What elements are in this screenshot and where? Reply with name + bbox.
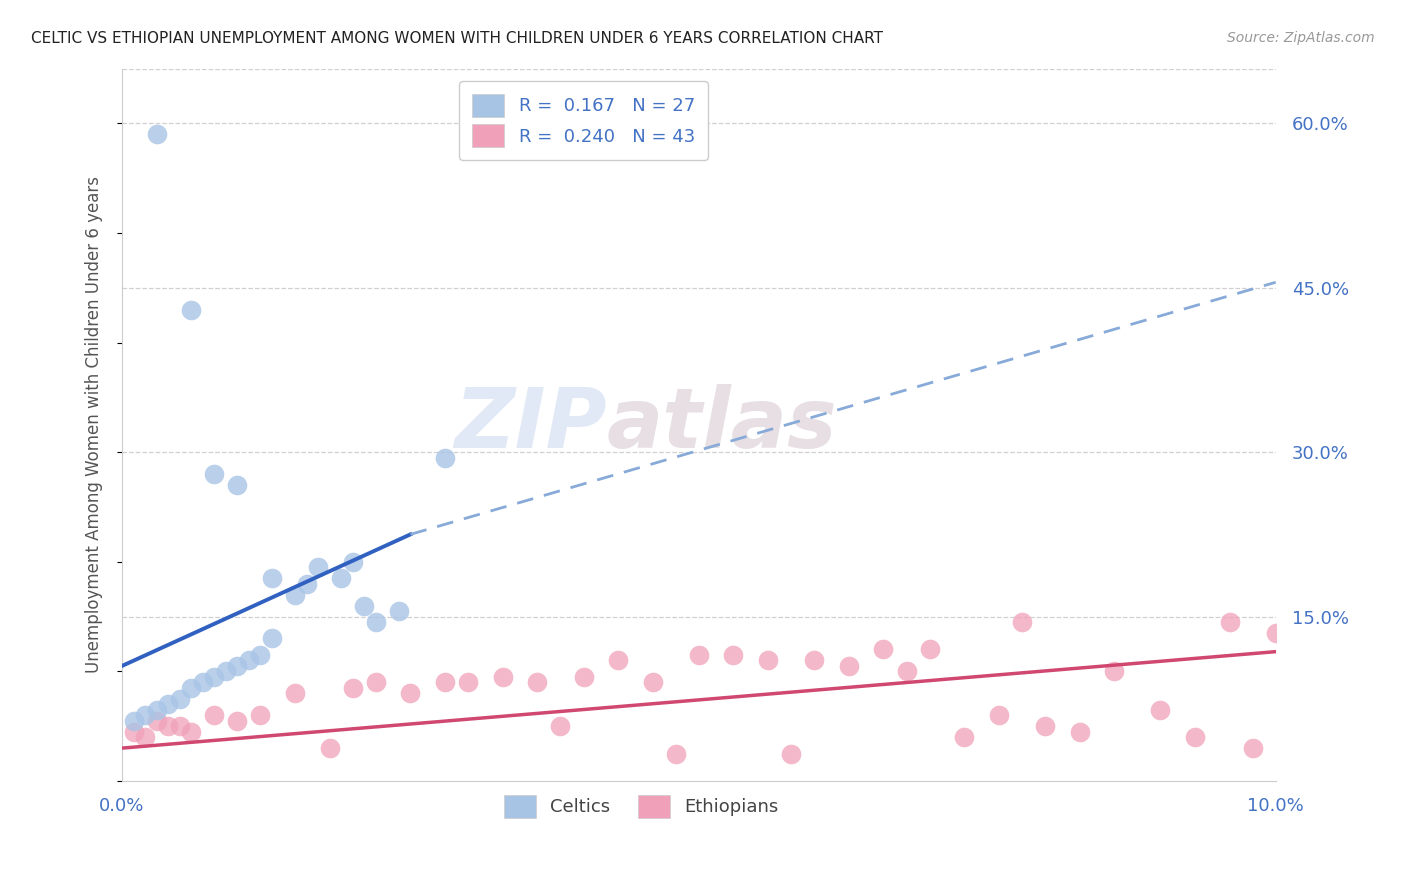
Point bbox=[215, 665, 238, 679]
Text: ZIP: ZIP bbox=[454, 384, 606, 466]
Point bbox=[134, 730, 156, 744]
Point bbox=[918, 642, 941, 657]
Point bbox=[953, 730, 976, 744]
Point bbox=[169, 719, 191, 733]
Point bbox=[364, 615, 387, 629]
Point bbox=[191, 675, 214, 690]
Point bbox=[1241, 741, 1264, 756]
Point bbox=[1069, 724, 1091, 739]
Point bbox=[284, 686, 307, 700]
Point bbox=[364, 675, 387, 690]
Point bbox=[260, 632, 283, 646]
Point bbox=[145, 703, 167, 717]
Point bbox=[723, 648, 745, 662]
Point bbox=[180, 681, 202, 695]
Point bbox=[180, 302, 202, 317]
Point bbox=[1264, 626, 1286, 640]
Point bbox=[238, 653, 260, 667]
Y-axis label: Unemployment Among Women with Children Under 6 years: Unemployment Among Women with Children U… bbox=[86, 177, 103, 673]
Point bbox=[134, 708, 156, 723]
Point bbox=[1184, 730, 1206, 744]
Text: CELTIC VS ETHIOPIAN UNEMPLOYMENT AMONG WOMEN WITH CHILDREN UNDER 6 YEARS CORRELA: CELTIC VS ETHIOPIAN UNEMPLOYMENT AMONG W… bbox=[31, 31, 883, 46]
Point bbox=[180, 724, 202, 739]
Point bbox=[987, 708, 1010, 723]
Point bbox=[1011, 615, 1033, 629]
Point bbox=[284, 588, 307, 602]
Text: Source: ZipAtlas.com: Source: ZipAtlas.com bbox=[1227, 31, 1375, 45]
Point bbox=[492, 670, 515, 684]
Point bbox=[434, 675, 457, 690]
Point bbox=[249, 648, 271, 662]
Point bbox=[688, 648, 710, 662]
Point bbox=[226, 659, 249, 673]
Point bbox=[388, 604, 411, 618]
Point bbox=[872, 642, 894, 657]
Point bbox=[641, 675, 664, 690]
Point bbox=[307, 560, 329, 574]
Point bbox=[665, 747, 688, 761]
Point bbox=[780, 747, 803, 761]
Point bbox=[1219, 615, 1241, 629]
Point bbox=[202, 670, 225, 684]
Point bbox=[607, 653, 630, 667]
Point bbox=[330, 571, 353, 585]
Point bbox=[353, 599, 375, 613]
Point bbox=[260, 571, 283, 585]
Point bbox=[896, 665, 918, 679]
Point bbox=[295, 576, 318, 591]
Point bbox=[457, 675, 479, 690]
Point bbox=[572, 670, 595, 684]
Point bbox=[145, 714, 167, 728]
Point bbox=[157, 698, 180, 712]
Point bbox=[550, 719, 572, 733]
Legend: Celtics, Ethiopians: Celtics, Ethiopians bbox=[496, 788, 786, 825]
Point bbox=[202, 708, 225, 723]
Point bbox=[202, 467, 225, 481]
Point bbox=[226, 478, 249, 492]
Point bbox=[226, 714, 249, 728]
Point bbox=[145, 128, 167, 142]
Point bbox=[434, 450, 457, 465]
Point bbox=[526, 675, 548, 690]
Point bbox=[122, 714, 145, 728]
Point bbox=[342, 681, 364, 695]
Point bbox=[249, 708, 271, 723]
Point bbox=[122, 724, 145, 739]
Point bbox=[399, 686, 422, 700]
Text: atlas: atlas bbox=[606, 384, 837, 466]
Point bbox=[803, 653, 825, 667]
Point bbox=[157, 719, 180, 733]
Point bbox=[1033, 719, 1056, 733]
Point bbox=[756, 653, 779, 667]
Point bbox=[838, 659, 860, 673]
Point bbox=[342, 555, 364, 569]
Point bbox=[1149, 703, 1171, 717]
Point bbox=[169, 691, 191, 706]
Point bbox=[319, 741, 342, 756]
Point bbox=[1102, 665, 1125, 679]
